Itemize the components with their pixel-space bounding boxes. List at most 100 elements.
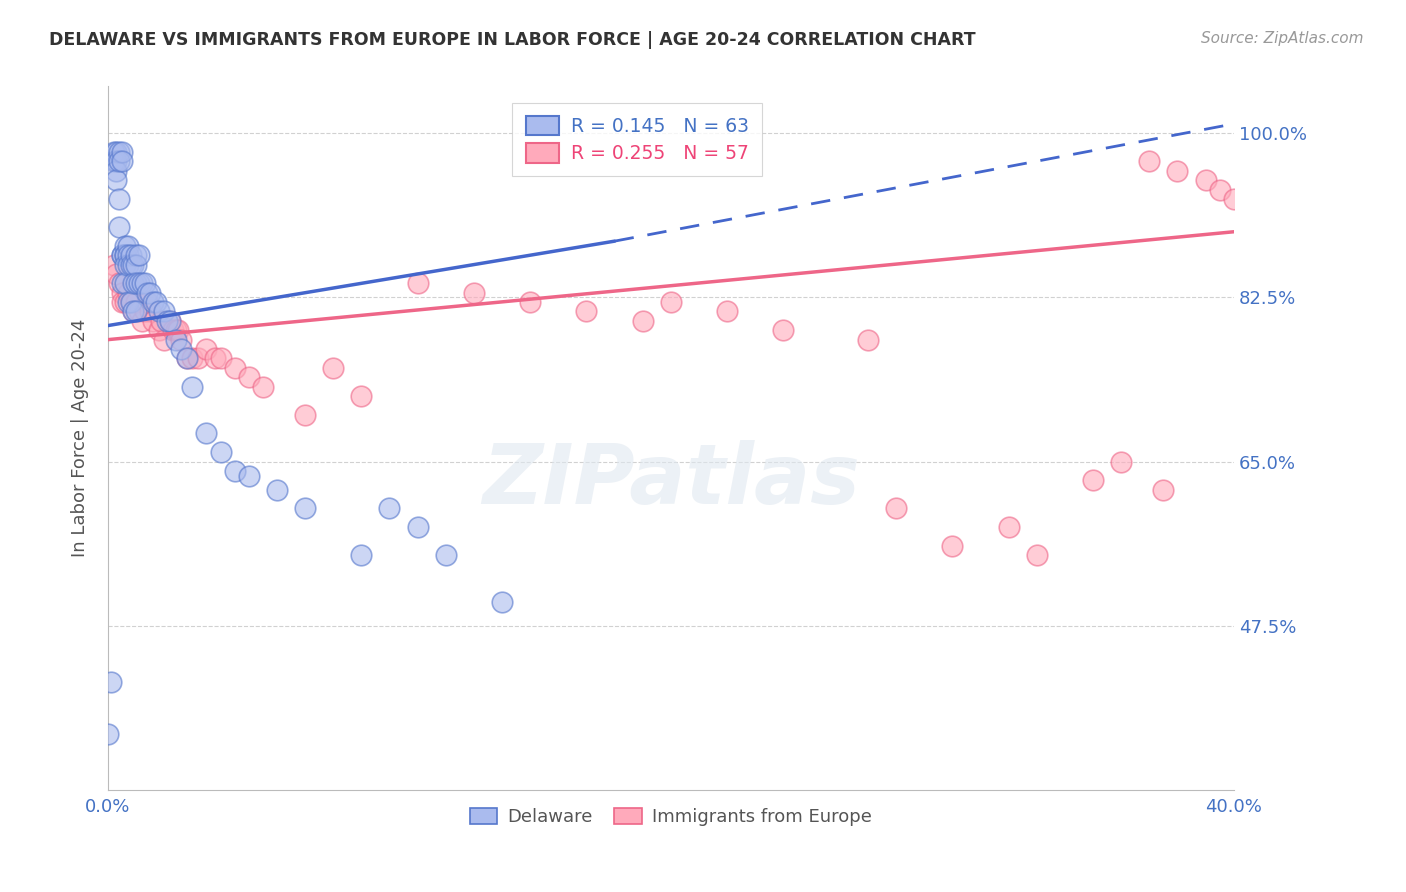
Text: Source: ZipAtlas.com: Source: ZipAtlas.com bbox=[1201, 31, 1364, 46]
Point bbox=[1223, 192, 1246, 206]
Point bbox=[114, 295, 136, 310]
Point bbox=[108, 192, 131, 206]
Point bbox=[716, 304, 738, 318]
Point bbox=[170, 333, 193, 347]
Point bbox=[117, 285, 139, 300]
Point bbox=[111, 285, 134, 300]
Point bbox=[195, 342, 218, 356]
Point bbox=[491, 595, 513, 609]
Point bbox=[170, 342, 193, 356]
Point bbox=[165, 323, 187, 337]
Point bbox=[181, 351, 204, 366]
Point bbox=[156, 314, 179, 328]
Point bbox=[136, 285, 159, 300]
Point bbox=[238, 370, 260, 384]
Point bbox=[114, 239, 136, 253]
Point bbox=[378, 501, 401, 516]
Point bbox=[1152, 483, 1174, 497]
Point bbox=[111, 248, 134, 262]
Point bbox=[108, 277, 131, 291]
Legend: Delaware, Immigrants from Europe: Delaware, Immigrants from Europe bbox=[463, 801, 880, 834]
Point bbox=[111, 145, 134, 159]
Point bbox=[100, 675, 122, 690]
Point bbox=[134, 277, 156, 291]
Point bbox=[105, 163, 128, 178]
Point bbox=[122, 304, 145, 318]
Point bbox=[120, 248, 142, 262]
Point bbox=[997, 520, 1019, 534]
Point bbox=[204, 351, 226, 366]
Point bbox=[111, 248, 134, 262]
Point bbox=[122, 277, 145, 291]
Point bbox=[117, 295, 139, 310]
Point bbox=[103, 145, 125, 159]
Point bbox=[122, 258, 145, 272]
Point bbox=[111, 295, 134, 310]
Point bbox=[136, 295, 159, 310]
Point bbox=[108, 220, 131, 235]
Point bbox=[125, 277, 148, 291]
Point bbox=[350, 389, 373, 403]
Point bbox=[145, 295, 167, 310]
Point bbox=[1025, 549, 1047, 563]
Point bbox=[941, 539, 963, 553]
Point bbox=[111, 154, 134, 169]
Point bbox=[153, 333, 176, 347]
Point bbox=[114, 277, 136, 291]
Point bbox=[187, 351, 209, 366]
Point bbox=[139, 304, 162, 318]
Point bbox=[150, 314, 173, 328]
Point bbox=[224, 464, 246, 478]
Point bbox=[120, 258, 142, 272]
Point bbox=[1209, 182, 1232, 196]
Point bbox=[238, 468, 260, 483]
Point bbox=[406, 520, 429, 534]
Point bbox=[105, 154, 128, 169]
Point bbox=[117, 248, 139, 262]
Point bbox=[131, 277, 153, 291]
Point bbox=[322, 360, 344, 375]
Point bbox=[884, 501, 907, 516]
Point bbox=[434, 549, 457, 563]
Point bbox=[120, 295, 142, 310]
Point bbox=[772, 323, 794, 337]
Point bbox=[224, 360, 246, 375]
Point bbox=[176, 351, 198, 366]
Point bbox=[105, 145, 128, 159]
Text: DELAWARE VS IMMIGRANTS FROM EUROPE IN LABOR FORCE | AGE 20-24 CORRELATION CHART: DELAWARE VS IMMIGRANTS FROM EUROPE IN LA… bbox=[49, 31, 976, 49]
Point bbox=[114, 248, 136, 262]
Point bbox=[519, 295, 541, 310]
Point bbox=[105, 173, 128, 187]
Point bbox=[659, 295, 682, 310]
Point bbox=[294, 408, 316, 422]
Point bbox=[114, 248, 136, 262]
Point bbox=[195, 426, 218, 441]
Point bbox=[131, 314, 153, 328]
Point bbox=[294, 501, 316, 516]
Point bbox=[165, 333, 187, 347]
Point bbox=[128, 304, 150, 318]
Point bbox=[148, 304, 170, 318]
Point bbox=[162, 323, 184, 337]
Point bbox=[209, 351, 232, 366]
Point bbox=[856, 333, 879, 347]
Point bbox=[128, 248, 150, 262]
Point bbox=[1194, 173, 1216, 187]
Point bbox=[406, 277, 429, 291]
Point bbox=[114, 258, 136, 272]
Point bbox=[181, 379, 204, 393]
Point bbox=[252, 379, 274, 393]
Point bbox=[1109, 454, 1132, 468]
Point bbox=[103, 258, 125, 272]
Point bbox=[125, 304, 148, 318]
Point bbox=[142, 314, 165, 328]
Point bbox=[1081, 474, 1104, 488]
Point bbox=[117, 258, 139, 272]
Point bbox=[159, 314, 181, 328]
Point bbox=[120, 295, 142, 310]
Point bbox=[125, 295, 148, 310]
Point bbox=[1137, 154, 1160, 169]
Point bbox=[125, 258, 148, 272]
Point bbox=[209, 445, 232, 459]
Point bbox=[108, 154, 131, 169]
